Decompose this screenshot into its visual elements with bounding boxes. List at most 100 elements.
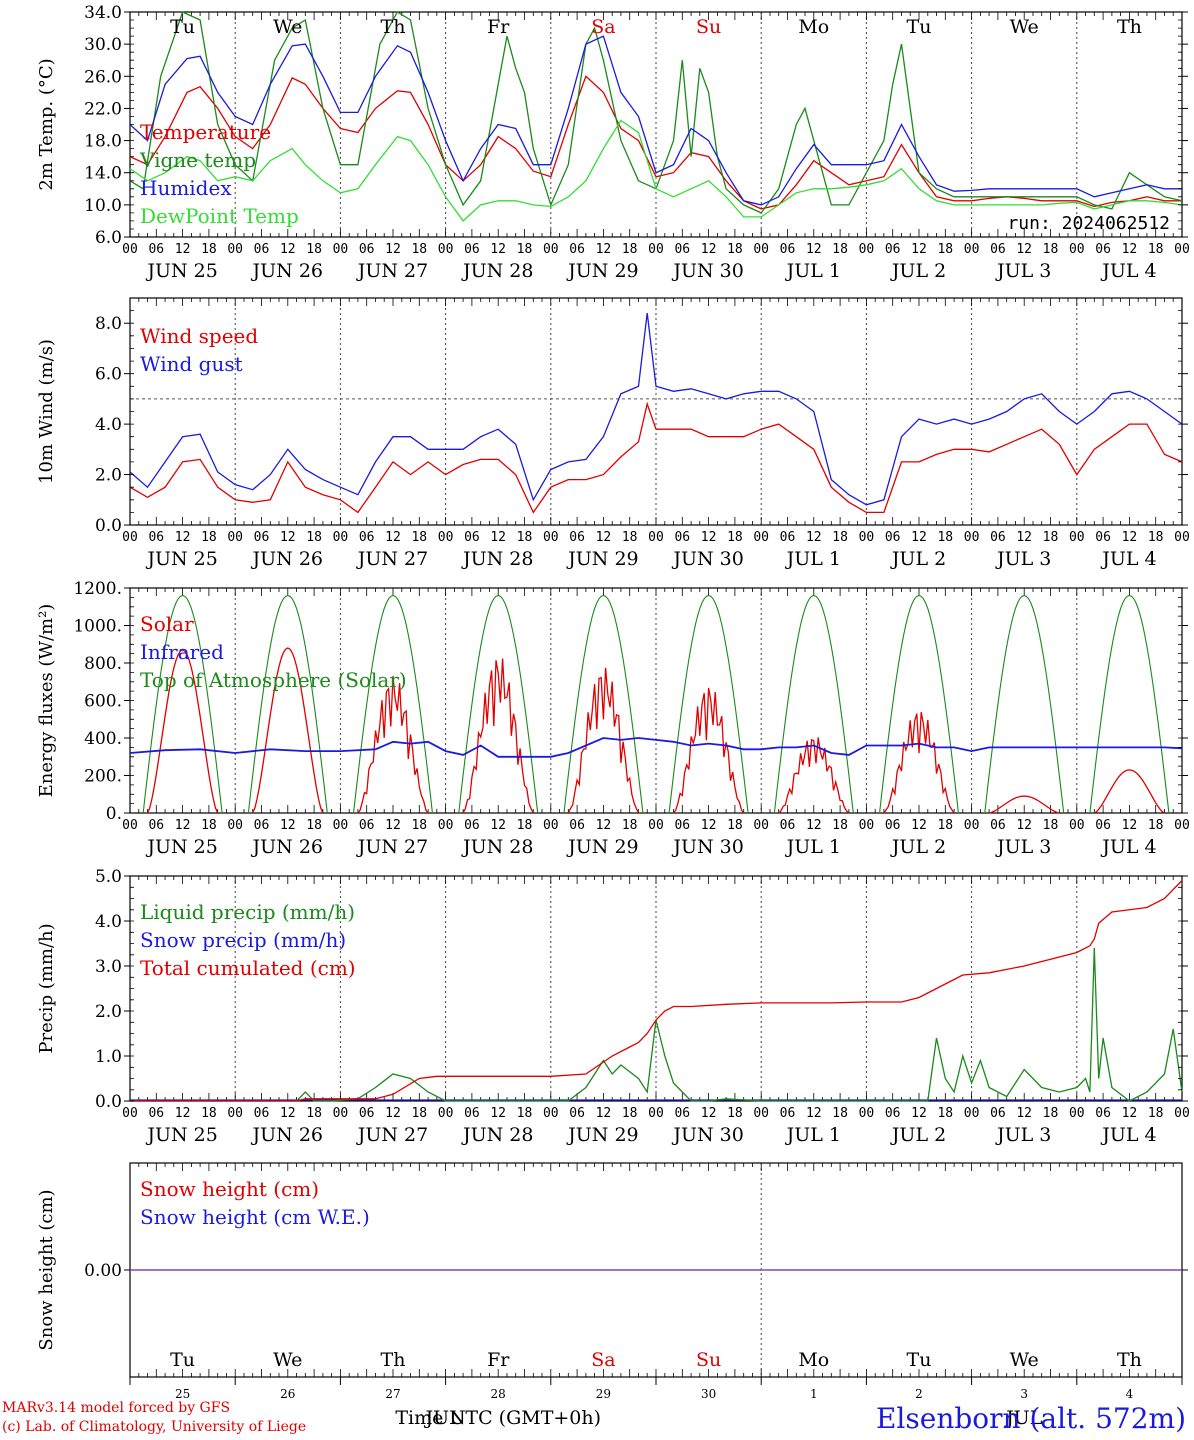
- hour-tick-label: 18: [622, 1106, 638, 1121]
- hour-tick-label: 00: [227, 818, 243, 833]
- day-of-week-label: Th: [381, 16, 406, 38]
- y-tick-label: 600.: [84, 692, 122, 712]
- toa-solar-curve: [563, 594, 644, 814]
- day-date-label: JUN 29: [566, 1124, 638, 1146]
- legend-entry: Wind speed: [140, 324, 258, 348]
- hour-tick-label: 18: [832, 242, 848, 257]
- hour-tick-label: 06: [1095, 818, 1111, 833]
- hour-tick-label: 12: [806, 530, 822, 545]
- hour-tick-label: 18: [517, 1106, 533, 1121]
- y-axis-label: 2m Temp. (°C): [36, 58, 57, 190]
- solar-curve: [252, 647, 324, 814]
- day-of-week-label: Fr: [487, 1349, 510, 1371]
- day-date-label: JUN 29: [566, 260, 638, 282]
- hour-tick-label: 06: [148, 1106, 164, 1121]
- hour-tick-label: 06: [780, 530, 796, 545]
- toa-solar-curve: [458, 594, 539, 814]
- hour-tick-label: 00: [333, 530, 349, 545]
- y-tick-label: 200.: [84, 767, 122, 787]
- hour-tick-label: 00: [333, 818, 349, 833]
- legend-entry: Liquid precip (mm/h): [140, 900, 355, 924]
- day-date-label: JUL 4: [1100, 1124, 1156, 1146]
- hour-tick-label: 06: [990, 242, 1006, 257]
- hour-tick-label: 12: [385, 818, 401, 833]
- day-date-label: JUL 2: [890, 548, 946, 570]
- hour-tick-label: 06: [780, 818, 796, 833]
- y-minor-ticks: [130, 875, 1182, 1102]
- hour-tick-label: 12: [596, 530, 612, 545]
- hour-tick-label: 18: [727, 1106, 743, 1121]
- hour-tick-label: 18: [201, 530, 217, 545]
- hour-tick-label: 00: [1069, 530, 1085, 545]
- hour-tick-label: 12: [701, 242, 717, 257]
- hour-tick-label: 18: [727, 530, 743, 545]
- day-of-month-label: 4: [1126, 1387, 1134, 1401]
- day-date-label: JUL 1: [785, 1124, 841, 1146]
- hour-tick-label: 00: [438, 818, 454, 833]
- day-date-label: JUN 28: [461, 260, 533, 282]
- day-date-label: JUN 27: [356, 1124, 428, 1146]
- y-tick-label: 0.0: [95, 516, 122, 536]
- hour-tick-label: 12: [280, 1106, 296, 1121]
- day-date-label: JUN 25: [145, 548, 217, 570]
- day-of-month-label: 3: [1020, 1387, 1028, 1401]
- toa-solar-curve: [668, 594, 749, 814]
- y-tick-label: 26.0: [84, 67, 122, 87]
- day-date-label: JUL 1: [785, 836, 841, 858]
- solar-curve: [567, 667, 640, 814]
- hour-tick-label: 12: [490, 530, 506, 545]
- hour-tick-label: 18: [201, 818, 217, 833]
- toa-solar-curve: [142, 594, 223, 814]
- hour-tick-label: 00: [753, 1106, 769, 1121]
- y-tick-label: 1200.: [73, 579, 122, 599]
- day-date-label: JUN 25: [145, 260, 217, 282]
- hour-tick-label: 06: [464, 530, 480, 545]
- hour-ticks: [129, 12, 1183, 237]
- hour-tick-label: 12: [280, 530, 296, 545]
- legend-entry: Snow precip (mm/h): [140, 928, 346, 952]
- hour-tick-label: 06: [780, 1106, 796, 1121]
- hour-tick-label: 18: [727, 818, 743, 833]
- hour-tick-label: 18: [411, 242, 427, 257]
- hour-tick-label: 18: [832, 530, 848, 545]
- hour-tick-label: 12: [280, 818, 296, 833]
- hour-tick-label: 00: [964, 1106, 980, 1121]
- hour-tick-label: 06: [990, 1106, 1006, 1121]
- hour-tick-label: 06: [254, 242, 270, 257]
- hour-tick-label: 00: [859, 530, 875, 545]
- y-tick-label: 0.: [106, 804, 122, 824]
- hour-tick-label: 06: [990, 530, 1006, 545]
- hour-tick-label: 06: [148, 242, 164, 257]
- day-date-label: JUL 1: [785, 548, 841, 570]
- day-date-label: JUN 28: [461, 1124, 533, 1146]
- y-minor-ticks: [130, 11, 1182, 238]
- hour-tick-label: 00: [1174, 818, 1190, 833]
- y-tick-label: 0.00: [84, 1261, 122, 1281]
- y-tick-label: 3.0: [95, 957, 122, 977]
- hour-tick-label: 06: [674, 1106, 690, 1121]
- day-of-week-label: We: [1010, 16, 1039, 38]
- hour-tick-label: 06: [359, 530, 375, 545]
- hour-tick-label: 00: [333, 1106, 349, 1121]
- solar-curve: [146, 649, 219, 814]
- hour-tick-label: 12: [490, 1106, 506, 1121]
- day-date-label: JUN 25: [145, 1124, 217, 1146]
- hour-tick-label: 06: [885, 530, 901, 545]
- legend-entry: Vigne temp: [139, 148, 256, 172]
- hour-tick-label: 00: [227, 1106, 243, 1121]
- hour-tick-label: 00: [333, 242, 349, 257]
- infrared-line: [129, 737, 1183, 758]
- toa-solar-curve: [247, 594, 328, 814]
- y-axis-label: Energy fluxes (W/m²): [36, 604, 57, 798]
- solar-curve: [1093, 769, 1165, 814]
- day-date-label: JUN 26: [251, 836, 323, 858]
- day-date-label: JUN 28: [461, 836, 533, 858]
- legend-entry: Total cumulated (cm): [140, 956, 356, 980]
- legend-entry: Snow height (cm W.E.): [140, 1205, 370, 1229]
- series-line: [129, 35, 1182, 206]
- day-of-month-label: 25: [175, 1387, 190, 1401]
- legend-entry: Infrared: [140, 640, 224, 664]
- hour-tick-label: 06: [780, 242, 796, 257]
- hour-tick-label: 00: [753, 530, 769, 545]
- toa-solar-curve: [1089, 594, 1170, 814]
